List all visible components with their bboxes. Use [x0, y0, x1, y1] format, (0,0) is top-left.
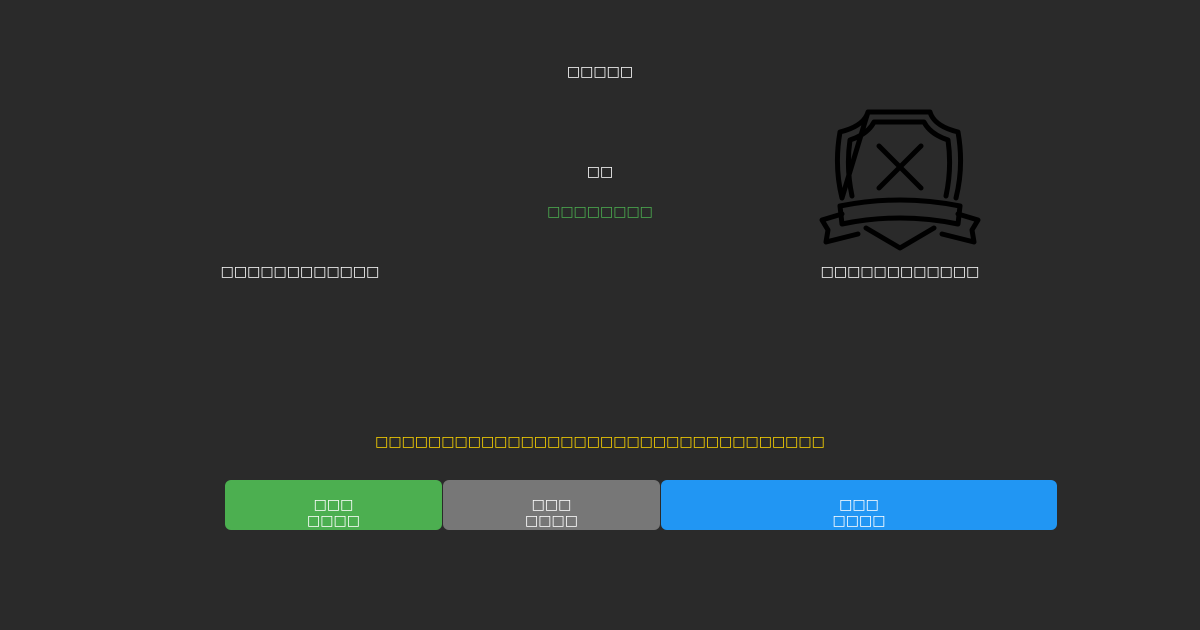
warning-text: □□□□□□□□□□□□□□□□□□□□□□□□□□□□□□□□□□: [375, 434, 825, 450]
status-text: □□□□□□□□: [547, 204, 653, 220]
button-1-line2: □□□□: [307, 513, 360, 529]
button-2-line1: □□□: [531, 497, 572, 513]
action-button-2[interactable]: □□□ □□□□: [443, 480, 660, 530]
button-3-line2: □□□□: [832, 513, 886, 529]
center-label: □□: [586, 164, 614, 180]
action-button-1[interactable]: □□□ □□□□: [225, 480, 442, 530]
right-caption: □□□□□□□□□□□□: [820, 264, 980, 280]
button-3-line1: □□□: [839, 497, 879, 513]
left-caption: □□□□□□□□□□□□: [220, 264, 380, 280]
shield-x-badge-icon: [819, 109, 981, 251]
page-title: □□□□□: [566, 64, 634, 80]
button-1-line1: □□□: [313, 497, 354, 513]
action-button-3[interactable]: □□□ □□□□: [661, 480, 1057, 530]
button-2-line2: □□□□: [525, 513, 578, 529]
